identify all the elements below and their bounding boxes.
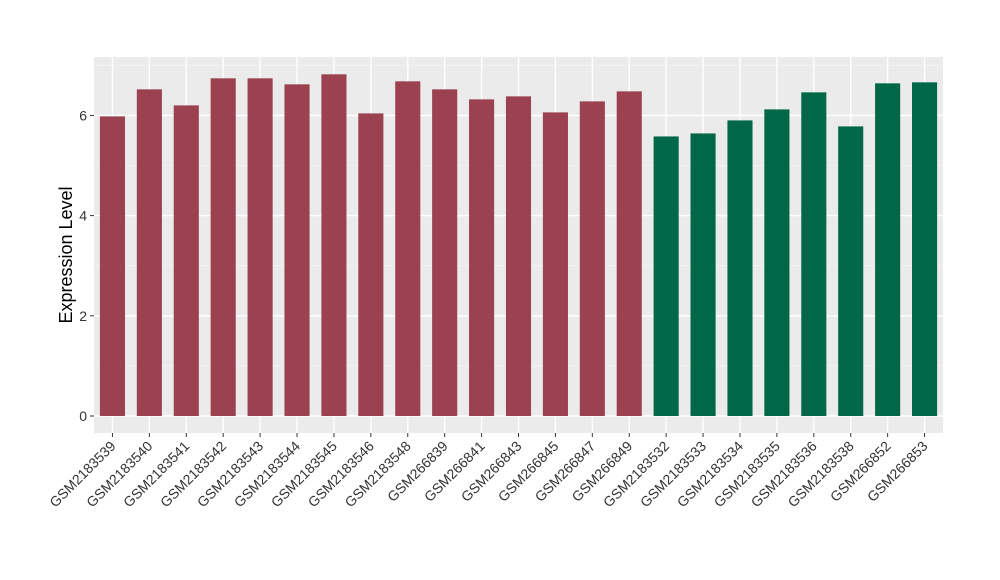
y-axis-title: Expression Level bbox=[56, 186, 76, 323]
bar bbox=[358, 113, 384, 417]
bar bbox=[321, 74, 347, 417]
bar bbox=[727, 120, 753, 416]
bar bbox=[469, 99, 495, 417]
bar bbox=[542, 112, 568, 417]
bar bbox=[284, 84, 310, 416]
bar bbox=[653, 136, 679, 416]
y-tick-label: 4 bbox=[79, 208, 87, 224]
y-tick-label: 2 bbox=[79, 308, 87, 324]
bar bbox=[911, 82, 938, 417]
bar bbox=[616, 91, 642, 417]
bar bbox=[395, 81, 421, 416]
bar bbox=[432, 89, 458, 417]
bar bbox=[173, 105, 199, 416]
bars bbox=[99, 74, 938, 417]
y-axis: 0 2 4 6 bbox=[79, 107, 94, 424]
bar bbox=[247, 78, 273, 417]
bar bbox=[801, 92, 827, 416]
y-tick-label: 6 bbox=[79, 107, 87, 123]
y-tick-label: 0 bbox=[79, 408, 87, 424]
bar bbox=[875, 83, 901, 416]
bar bbox=[838, 126, 864, 416]
bar bbox=[505, 96, 532, 416]
bar bbox=[764, 109, 790, 416]
x-axis: GSM2183539GSM2183540GSM2183541GSM2183542… bbox=[46, 433, 931, 510]
bar bbox=[99, 116, 126, 416]
bar bbox=[210, 78, 236, 417]
bar bbox=[690, 133, 716, 416]
bar bbox=[579, 101, 605, 416]
bar bbox=[136, 89, 162, 417]
